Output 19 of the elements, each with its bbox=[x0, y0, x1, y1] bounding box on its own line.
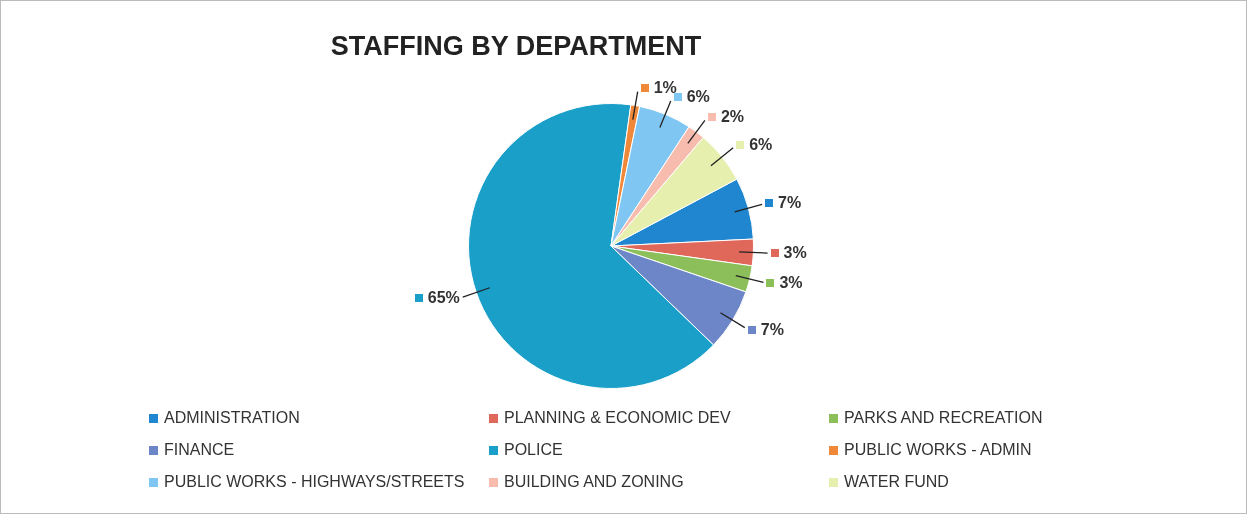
data-label: 2% bbox=[720, 108, 745, 127]
legend-label: POLICE bbox=[504, 441, 563, 459]
data-label: 6% bbox=[686, 88, 710, 107]
legend-label: WATER FUND bbox=[844, 473, 949, 491]
data-label: 65% bbox=[427, 289, 460, 308]
legend-label: PUBLIC WORKS - HIGHWAYS/STREETS bbox=[164, 473, 465, 491]
data-label: 7% bbox=[760, 320, 784, 339]
legend-label: PUBLIC WORKS - ADMIN bbox=[844, 441, 1032, 459]
legend-label: FINANCE bbox=[164, 441, 235, 459]
legend-label: PARKS AND RECREATION bbox=[844, 409, 1043, 427]
data-label: 1% bbox=[653, 78, 677, 97]
data-label: 3% bbox=[779, 274, 803, 293]
data-label: 6% bbox=[749, 136, 773, 155]
legend-label: ADMINISTRATION bbox=[164, 409, 300, 427]
legend-label: PLANNING & ECONOMIC DEV bbox=[504, 409, 731, 427]
data-label: 3% bbox=[783, 244, 807, 263]
chart-title: STAFFING BY DEPARTMENT bbox=[329, 31, 703, 62]
legend-label: BUILDING AND ZONING bbox=[504, 473, 684, 491]
data-label: 7% bbox=[778, 194, 802, 213]
